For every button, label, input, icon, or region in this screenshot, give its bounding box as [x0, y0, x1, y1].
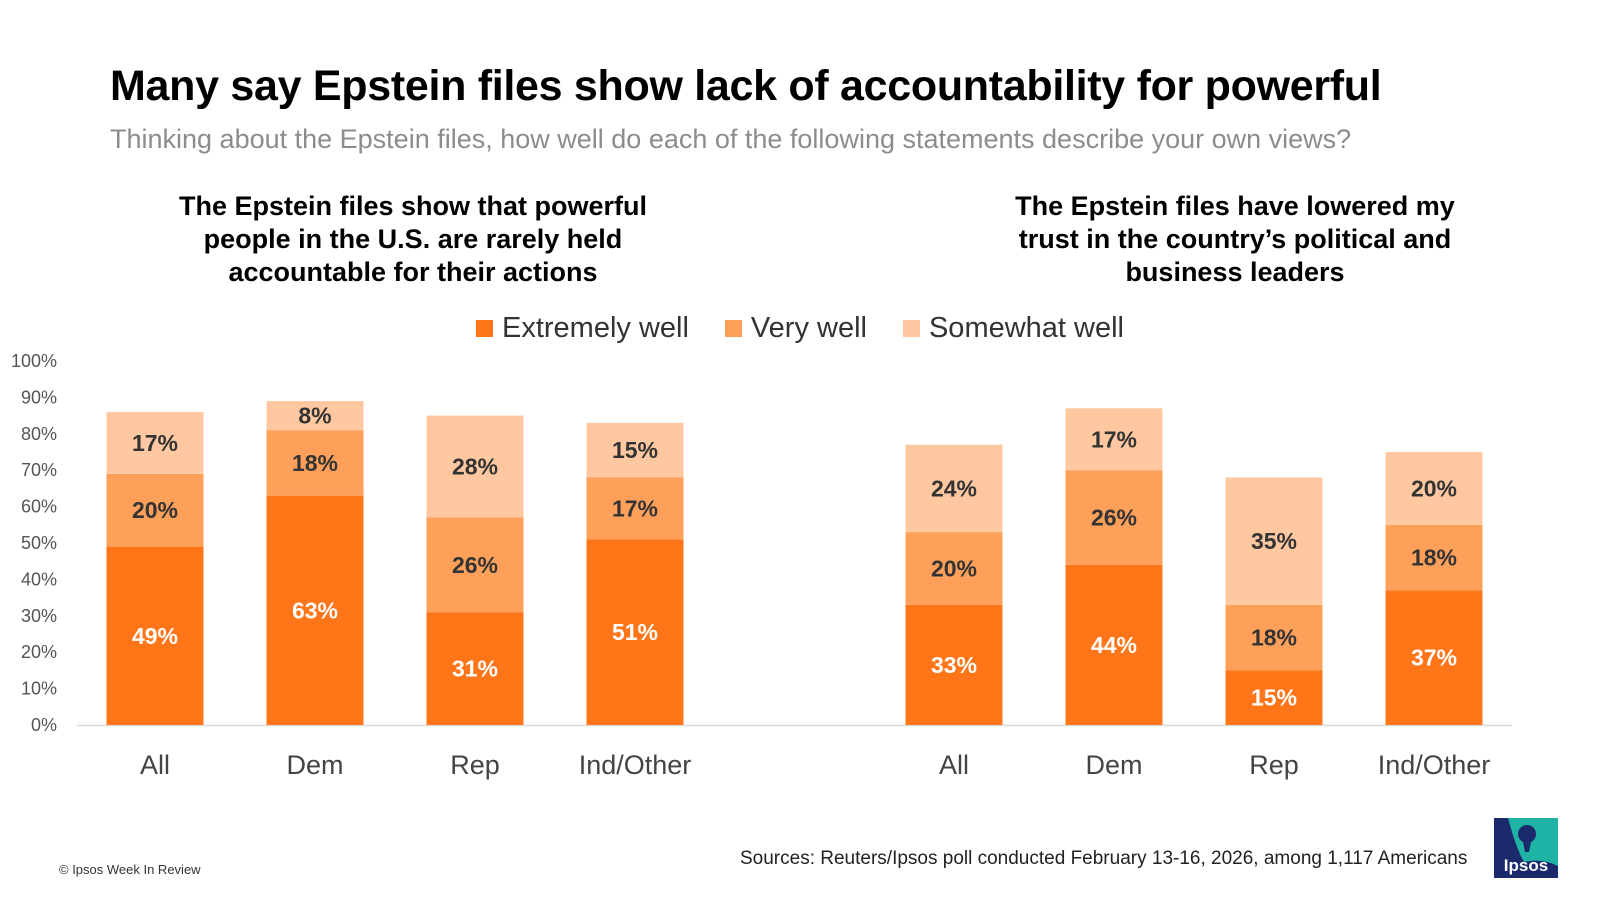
data-label: 17% — [132, 430, 178, 456]
bar-segment-somewhat-well — [1065, 408, 1163, 471]
bar-segment-extremely-well — [905, 604, 1003, 725]
y-tick-label: 20% — [21, 642, 57, 662]
chart-title: Many say Epstein files show lack of acco… — [110, 62, 1382, 110]
bar-segment-somewhat-well — [266, 401, 364, 431]
data-label: 51% — [612, 619, 658, 645]
bar-segment-very-well — [905, 532, 1003, 605]
bar-segment-extremely-well — [586, 539, 684, 725]
data-label: 20% — [132, 497, 178, 523]
data-label: 26% — [1091, 505, 1137, 531]
x-tick-label: Rep — [450, 750, 500, 780]
legend-label: Extremely well — [501, 312, 689, 344]
bar-segment-very-well — [266, 430, 364, 496]
data-label: 26% — [452, 552, 498, 578]
panel-title-line: business leaders — [1125, 257, 1345, 287]
bar-segment-extremely-well — [106, 546, 204, 725]
y-tick-label: 70% — [21, 460, 57, 480]
y-tick-label: 60% — [21, 497, 57, 517]
data-label: 18% — [1411, 545, 1457, 571]
bar-segment-somewhat-well — [1225, 477, 1323, 605]
data-label: 18% — [1251, 625, 1297, 651]
x-tick-label: Ind/Other — [579, 750, 692, 780]
panel-title-line: The Epstein files show that powerful — [178, 191, 648, 221]
data-label: 20% — [931, 555, 977, 581]
bar-segment-extremely-well — [1225, 670, 1323, 725]
ipsos-logo-icon: Ipsos — [1494, 818, 1558, 878]
stacked-bar-chart: 0% 10% 20% 30% 40% 50% 60% 70% 80% 90% 100% 49% 20% 1… — [11, 351, 1512, 780]
data-label: 49% — [132, 623, 178, 649]
bar-segment-very-well — [586, 477, 684, 540]
bar-segment-somewhat-well — [426, 415, 524, 518]
data-label: 8% — [298, 403, 331, 429]
legend-item-very-well: Very well — [724, 312, 867, 345]
data-label: 33% — [931, 652, 977, 678]
y-tick-label: 90% — [21, 387, 57, 407]
data-label: 18% — [292, 450, 338, 476]
data-label: 24% — [931, 475, 977, 501]
legend-label: Very well — [750, 312, 867, 344]
legend-swatch-somewhat-well — [902, 320, 920, 337]
panel-title-accountability: The Epstein files show that powerful peo… — [133, 190, 693, 289]
chart-legend: Extremely well Very well Somewhat well — [0, 312, 1600, 345]
bar-segment-extremely-well — [1065, 564, 1163, 725]
bar-segment-somewhat-well — [106, 411, 204, 474]
bar-segment-extremely-well — [426, 612, 524, 725]
data-label: 31% — [452, 656, 498, 682]
y-tick-label: 100% — [11, 351, 57, 371]
copyright-note: © Ipsos Week In Review — [59, 862, 201, 877]
data-label: 15% — [612, 437, 658, 463]
x-tick-label: All — [140, 750, 170, 780]
data-label: 63% — [292, 597, 338, 623]
bar-segment-somewhat-well — [1385, 452, 1483, 525]
data-label: 20% — [1411, 475, 1457, 501]
bar-segment-somewhat-well — [586, 422, 684, 478]
y-tick-label: 40% — [21, 569, 57, 589]
legend-label: Somewhat well — [928, 312, 1124, 344]
y-tick-label: 10% — [21, 679, 57, 699]
bar-segment-somewhat-well — [905, 444, 1003, 533]
bar-segment-extremely-well — [266, 495, 364, 725]
logo-wordmark: Ipsos — [1504, 856, 1548, 875]
bar-segment-very-well — [1385, 524, 1483, 591]
legend-item-somewhat-well: Somewhat well — [902, 312, 1124, 345]
bar-segment-very-well — [106, 473, 204, 547]
y-tick-label: 80% — [21, 424, 57, 444]
y-tick-label: 50% — [21, 533, 57, 553]
y-tick-label: 0% — [31, 715, 57, 735]
legend-swatch-very-well — [724, 320, 742, 337]
bar-segment-very-well — [1225, 604, 1323, 671]
chart-subtitle: Thinking about the Epstein files, how we… — [110, 124, 1352, 154]
sources-note: Sources: Reuters/Ipsos poll conducted Fe… — [740, 848, 1468, 869]
data-label: 35% — [1251, 528, 1297, 554]
panel-title-line: The Epstein files have lowered my — [1015, 191, 1455, 221]
panel-title-line: trust in the country’s political and — [1018, 224, 1452, 254]
data-label: 44% — [1091, 632, 1137, 658]
legend-swatch-extremely-well — [475, 320, 493, 337]
data-label: 37% — [1411, 645, 1457, 671]
panel-title-line: accountable for their actions — [228, 257, 598, 287]
legend-item-extremely-well: Extremely well — [475, 312, 689, 345]
bar-segment-extremely-well — [1385, 590, 1483, 725]
x-tick-label: All — [939, 750, 969, 780]
x-tick-label: Dem — [1085, 750, 1142, 780]
data-label: 17% — [1091, 426, 1137, 452]
panel-title-trust: The Epstein files have lowered my trust … — [955, 190, 1515, 289]
x-tick-label: Dem — [286, 750, 343, 780]
data-label: 15% — [1251, 685, 1297, 711]
y-tick-label: 30% — [21, 606, 57, 626]
panel-title-line: people in the U.S. are rarely held — [203, 224, 623, 254]
data-label: 17% — [612, 495, 658, 521]
bar-segment-very-well — [1065, 470, 1163, 565]
data-label: 28% — [452, 454, 498, 480]
bar-segment-very-well — [426, 517, 524, 613]
x-tick-label: Rep — [1249, 750, 1299, 780]
x-tick-label: Ind/Other — [1378, 750, 1491, 780]
